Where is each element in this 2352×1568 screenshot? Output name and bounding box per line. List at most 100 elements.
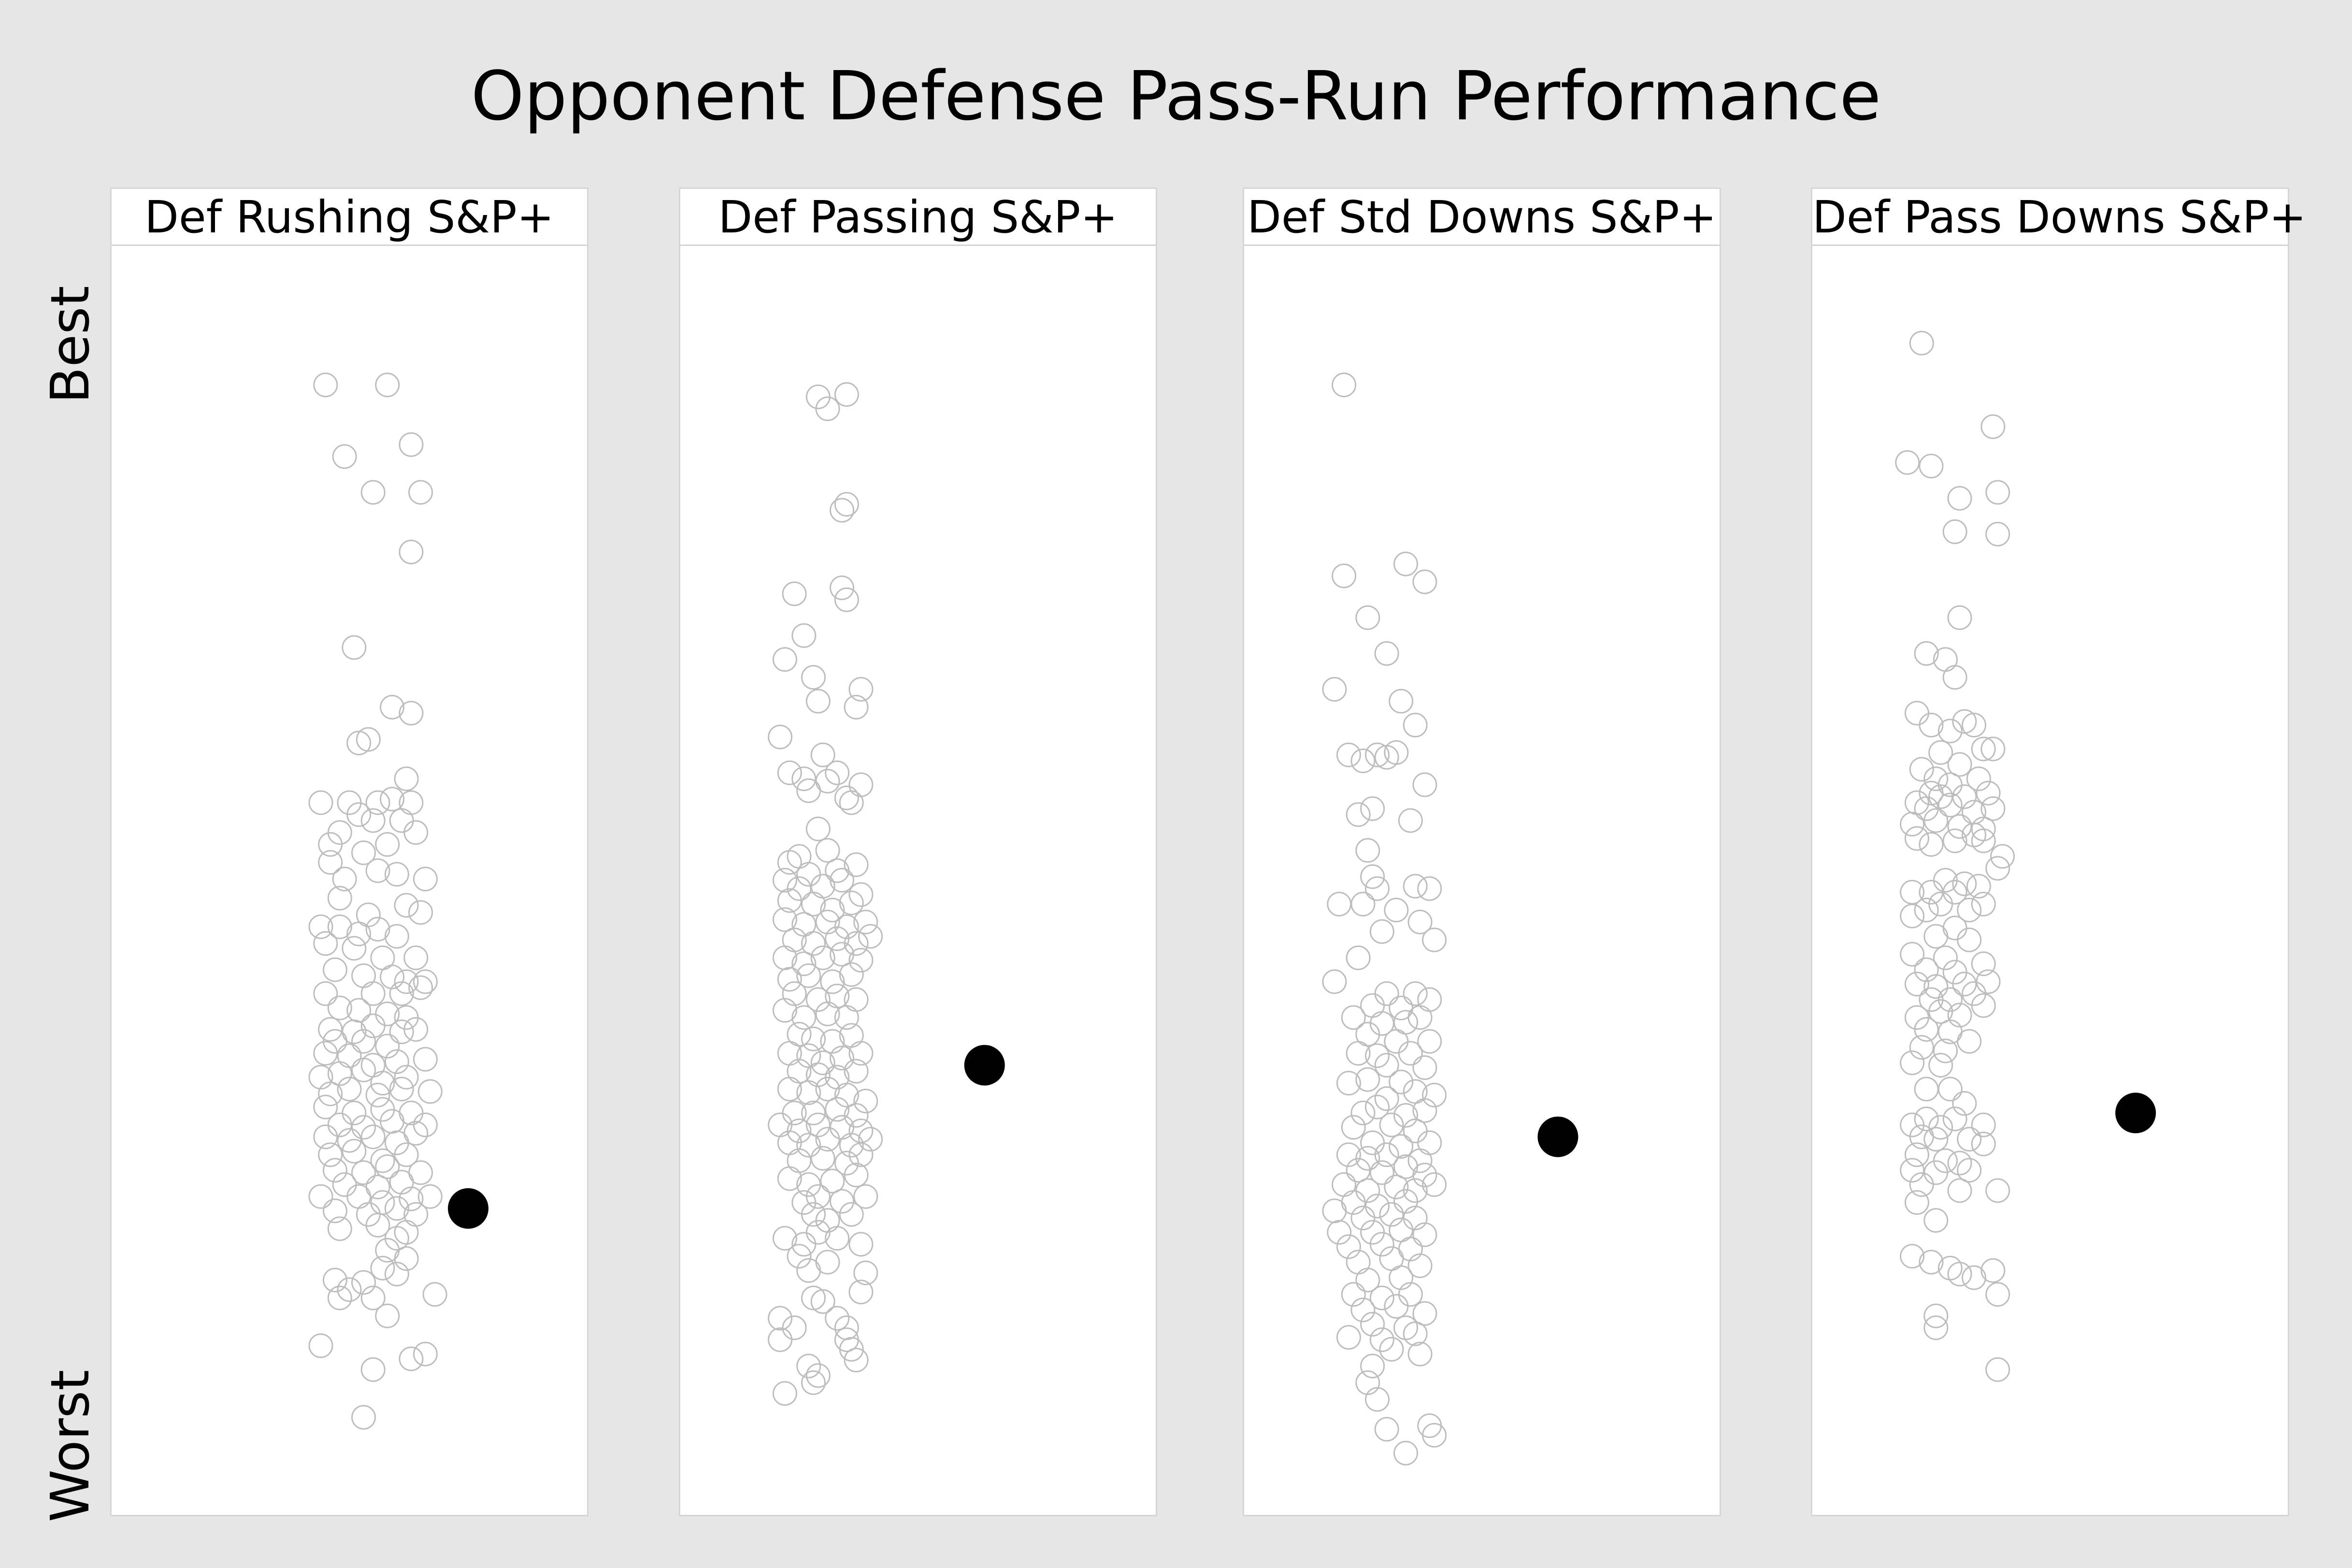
team-point <box>1937 1077 1963 1102</box>
team-point <box>801 1026 826 1051</box>
team-point <box>805 689 831 714</box>
team-point <box>1360 864 1385 889</box>
team-point <box>380 695 405 719</box>
team-point <box>1957 1158 1982 1183</box>
team-point <box>1350 1100 1376 1125</box>
team-point <box>1346 1041 1371 1066</box>
team-point <box>337 1077 362 1102</box>
team-point <box>308 1184 333 1209</box>
team-point <box>1923 1208 1949 1233</box>
team-point <box>1360 1130 1385 1155</box>
team-point <box>1900 1158 1925 1183</box>
team-point <box>825 1226 850 1251</box>
team-point <box>413 866 438 892</box>
team-point <box>308 1065 333 1090</box>
team-point <box>1914 1017 1939 1042</box>
team-point <box>322 957 347 982</box>
team-point <box>810 1146 835 1171</box>
team-point <box>772 998 797 1023</box>
team-point <box>858 924 883 949</box>
team-point <box>413 1047 438 1072</box>
team-point <box>839 1202 864 1227</box>
panel-plot-area <box>308 373 488 1430</box>
team-point <box>834 587 859 612</box>
team-point <box>844 1059 869 1084</box>
team-point <box>834 492 859 517</box>
team-point <box>787 1244 812 1269</box>
team-point <box>839 1133 864 1158</box>
team-point <box>1904 826 1929 851</box>
team-point <box>805 1184 831 1209</box>
team-point <box>1417 1413 1442 1438</box>
team-point <box>342 1138 367 1164</box>
team-point <box>1933 1038 1958 1064</box>
team-point <box>1980 1258 2006 1283</box>
team-point <box>1374 745 1399 770</box>
team-point <box>848 882 874 907</box>
team-point <box>768 1306 793 1331</box>
y-axis-label-worst: Worst <box>39 1369 101 1522</box>
team-point <box>815 769 840 794</box>
team-point <box>1904 972 1929 997</box>
team-point <box>394 893 419 918</box>
team-point <box>820 1168 845 1194</box>
team-point <box>805 1220 831 1245</box>
team-point <box>1417 876 1442 901</box>
team-point <box>1369 1160 1394 1185</box>
team-point <box>360 808 386 833</box>
team-point <box>815 1077 840 1102</box>
team-point <box>327 886 352 911</box>
team-point <box>313 1041 338 1066</box>
team-point <box>844 1348 869 1373</box>
team-point <box>1393 1103 1419 1128</box>
team-point <box>327 1285 352 1310</box>
team-point <box>327 995 352 1021</box>
team-point <box>1332 373 1357 398</box>
team-point <box>1417 987 1442 1012</box>
team-point <box>413 1341 438 1367</box>
panel-header: Def Passing S&P+ <box>680 189 1156 246</box>
team-point <box>375 1303 400 1328</box>
team-point <box>1947 1178 1972 1203</box>
team-point <box>313 931 338 956</box>
team-point <box>825 1306 850 1331</box>
team-point <box>1919 1250 1944 1275</box>
team-point <box>1350 1206 1376 1231</box>
team-point <box>394 1246 419 1271</box>
team-point <box>834 785 859 810</box>
team-point <box>1957 1127 1982 1152</box>
team-point <box>839 790 864 815</box>
team-point <box>1909 331 1934 356</box>
team-point <box>1923 766 1949 791</box>
team-point <box>1909 1035 1934 1060</box>
team-point <box>322 1198 347 1223</box>
team-point <box>1933 647 1958 672</box>
team-point <box>399 1186 424 1211</box>
team-point <box>848 1232 874 1257</box>
team-point <box>858 1127 883 1152</box>
team-point <box>365 1082 390 1108</box>
team-point <box>1909 1124 1934 1150</box>
team-point <box>772 868 797 893</box>
team-point <box>1947 1262 1972 1287</box>
team-point <box>360 1053 386 1078</box>
team-point <box>1904 1190 1929 1215</box>
team-point <box>1923 974 1949 999</box>
team-point <box>1971 828 1996 853</box>
team-point <box>810 742 835 767</box>
team-point <box>777 760 802 785</box>
team-point <box>1914 897 1939 922</box>
team-point <box>1384 1029 1409 1054</box>
team-point <box>1947 752 1972 777</box>
team-point <box>844 1163 869 1188</box>
team-point <box>403 1202 429 1227</box>
panel-def-std-downs: Def Std Downs S&P+ <box>1243 187 1721 1516</box>
team-point <box>1928 1053 1953 1078</box>
team-point <box>815 1001 840 1026</box>
team-point <box>399 1346 424 1371</box>
team-point <box>1947 1003 1972 1028</box>
team-point <box>1980 736 2006 762</box>
team-point <box>356 727 381 752</box>
team-point <box>772 1381 797 1406</box>
team-point <box>1952 1091 1977 1116</box>
